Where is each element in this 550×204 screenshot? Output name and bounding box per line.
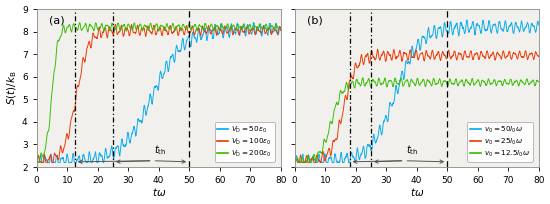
X-axis label: $t\omega$: $t\omega$	[410, 186, 424, 198]
Legend: $V_\mathrm{D} = 50\varepsilon_0$, $V_\mathrm{D} = 100\varepsilon_0$, $V_\mathrm{: $V_\mathrm{D} = 50\varepsilon_0$, $V_\ma…	[214, 122, 274, 162]
Text: (a): (a)	[49, 15, 64, 25]
Y-axis label: $S(t)/k_\mathrm{B}$: $S(t)/k_\mathrm{B}$	[6, 71, 19, 105]
X-axis label: $t\omega$: $t\omega$	[152, 186, 166, 198]
Text: (b): (b)	[307, 15, 323, 25]
Legend: $v_0 = 50l_0\omega$, $v_0 = 25l_0\omega$, $v_0 = 12.5l_0\omega$: $v_0 = 50l_0\omega$, $v_0 = 25l_0\omega$…	[467, 122, 532, 162]
Text: $t_\mathrm{th}$: $t_\mathrm{th}$	[406, 144, 419, 157]
Text: $t_\mathrm{th}$: $t_\mathrm{th}$	[154, 144, 166, 157]
